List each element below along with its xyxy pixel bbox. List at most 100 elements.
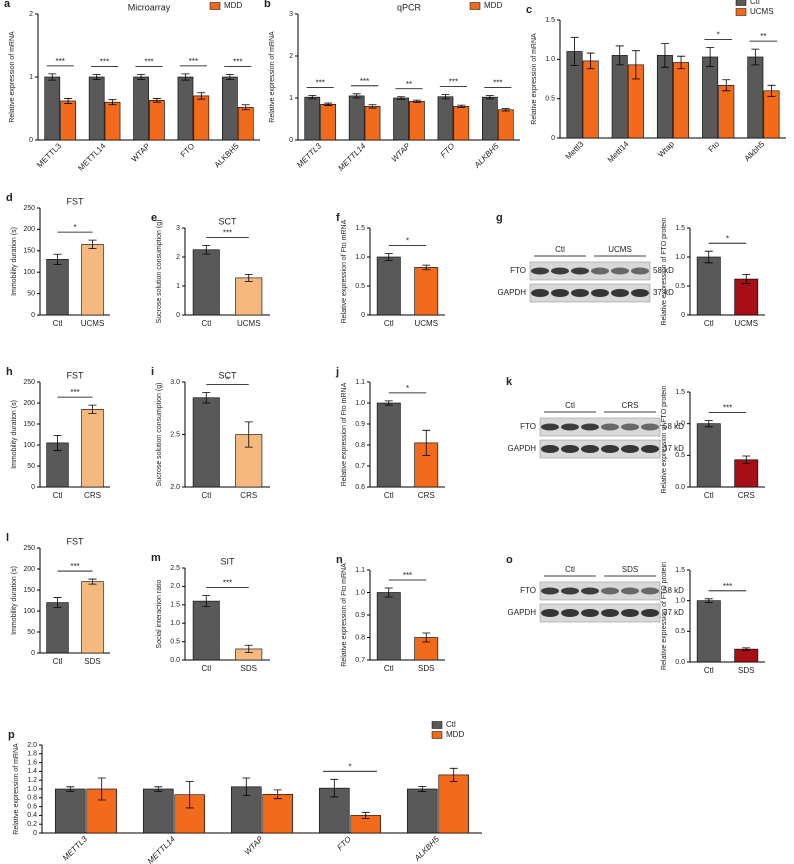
bar (482, 96, 498, 141)
error-bar (384, 253, 393, 261)
legend-swatch (431, 731, 443, 739)
x-tick-label: Alkbh5 (743, 139, 767, 163)
significance-label: * (717, 31, 720, 40)
y-tick-label: 1.0 (355, 254, 365, 261)
y-tick-label: 50 (27, 290, 35, 297)
bar (222, 76, 238, 141)
blot-band (581, 423, 599, 431)
x-tick-label: METTL14 (146, 834, 178, 864)
error-bar (241, 104, 250, 111)
protein-label: FTO (520, 586, 536, 595)
y-tick-label: 2.0 (170, 484, 180, 491)
panel-label: j (335, 366, 339, 378)
panel-label: h (6, 366, 13, 378)
y-axis-label: Relative expression of mRNA (13, 743, 20, 835)
error-bar (704, 250, 713, 264)
error-bar (225, 74, 234, 80)
y-tick-label: 0.5 (170, 638, 180, 645)
blot-band (581, 445, 599, 453)
blot-band (601, 445, 619, 453)
y-tick-label: 0.8 (27, 795, 37, 802)
error-bar (751, 48, 760, 66)
panel-title: FST (67, 536, 85, 546)
bar (44, 76, 61, 141)
blot-band (541, 587, 559, 595)
error-bar (422, 429, 431, 456)
significance-label: *** (56, 57, 65, 66)
y-tick-label: 1.5 (675, 225, 685, 232)
x-tick-label: Fto (707, 139, 722, 154)
y-axis-label: Immobility duration (s) (11, 227, 18, 296)
protein-label: GAPDH (498, 288, 527, 297)
y-axis-label: Relative expression of Fto mRNA (341, 219, 348, 323)
x-tick-label: CRS (84, 491, 101, 500)
error-bar (742, 274, 751, 285)
error-bar (330, 778, 339, 798)
panel-title: SCT (219, 370, 238, 380)
y-tick-label: 1.0 (170, 620, 180, 627)
y-tick-label: 1 (176, 283, 180, 290)
x-tick-label: SDS (241, 664, 257, 673)
error-bar (88, 404, 97, 414)
blot-band (591, 267, 609, 275)
x-tick-label: ALKBH5 (472, 141, 501, 170)
blot-band (631, 267, 649, 275)
legend-swatch (209, 2, 221, 10)
error-bar (197, 92, 206, 100)
x-tick-label: WTAP (243, 834, 266, 857)
y-tick-label: 0 (31, 312, 35, 319)
error-bar (244, 274, 253, 282)
blot-band (561, 587, 579, 595)
blot-band (601, 423, 619, 431)
error-bar (53, 597, 62, 609)
y-tick-label: 0.5 (545, 96, 555, 103)
blot-band (551, 267, 569, 275)
y-axis-label: Relative expression of FTO protein (661, 385, 668, 493)
blot-strip (539, 417, 661, 437)
error-bar (384, 400, 393, 406)
y-tick-label: 1.5 (545, 17, 555, 24)
size-label: 37 kD (663, 444, 684, 453)
bar (582, 60, 599, 139)
blot-band (611, 289, 629, 297)
y-tick-label: 1.0 (675, 254, 685, 261)
blot-band (581, 609, 599, 617)
bar (319, 787, 350, 834)
x-tick-label: Ctl (704, 491, 714, 500)
blot-band (641, 423, 659, 431)
bar (376, 256, 401, 316)
error-bar (53, 253, 62, 265)
error-bar (368, 104, 377, 109)
y-tick-label: 0.2 (27, 821, 37, 828)
legend-label: MDD (484, 1, 502, 10)
bar (696, 423, 721, 488)
y-tick-label: 1.1 (355, 379, 365, 386)
error-bar (422, 632, 431, 643)
significance-label: *** (189, 57, 198, 66)
x-tick-label: Ctl (201, 664, 211, 673)
error-bar (88, 239, 97, 250)
error-bar (704, 420, 713, 428)
y-tick-label: 0.5 (675, 452, 685, 459)
significance-label: * (348, 762, 351, 771)
y-tick-label: 0 (31, 650, 35, 657)
y-tick-label: 3.0 (170, 379, 180, 386)
blot-band (601, 587, 619, 595)
y-axis-label: Sucrose solution consumption (g) (156, 220, 163, 324)
panel-label: f (336, 212, 340, 224)
x-tick-label: SDS (418, 664, 434, 673)
error-bar (586, 52, 595, 70)
y-tick-label: 1.0 (545, 56, 555, 63)
x-tick-label: CRS (738, 491, 755, 500)
y-tick-label: 1.5 (355, 225, 365, 232)
y-tick-label: 0 (289, 137, 293, 144)
bar (393, 97, 409, 141)
error-bar (501, 108, 510, 112)
panel-label: b (264, 0, 271, 10)
bar (262, 793, 293, 834)
x-tick-label: WTAP (130, 142, 152, 164)
bar (696, 256, 721, 316)
lane-label: Ctl (565, 565, 575, 574)
bar (453, 106, 470, 141)
x-tick-label: Ctl (201, 319, 211, 328)
